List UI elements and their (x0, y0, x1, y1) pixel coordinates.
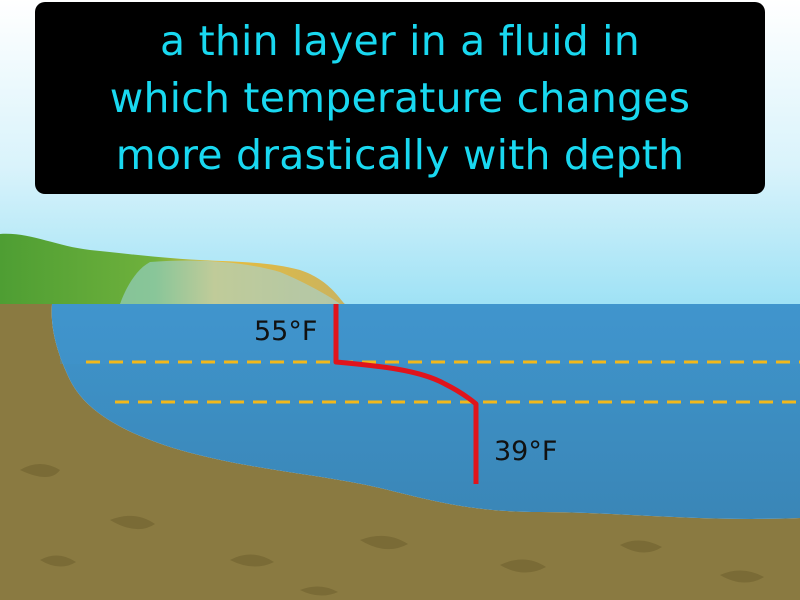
lake-water (51, 304, 800, 519)
ground (0, 304, 800, 600)
shore-shadow (120, 260, 340, 304)
surface-temperature-label: 55°F (254, 316, 318, 347)
definition-line-1: a thin layer in a fluid in (160, 16, 640, 65)
definition-text: a thin layer in a fluid in which tempera… (110, 13, 690, 184)
deep-temperature-label: 39°F (494, 436, 558, 467)
definition-caption: a thin layer in a fluid in which tempera… (35, 2, 765, 194)
definition-line-2: which temperature changes (109, 73, 691, 122)
definition-line-3: more drastically with depth (115, 130, 685, 179)
water-surface-layer (60, 304, 800, 364)
temperature-profile-line (333, 304, 479, 484)
